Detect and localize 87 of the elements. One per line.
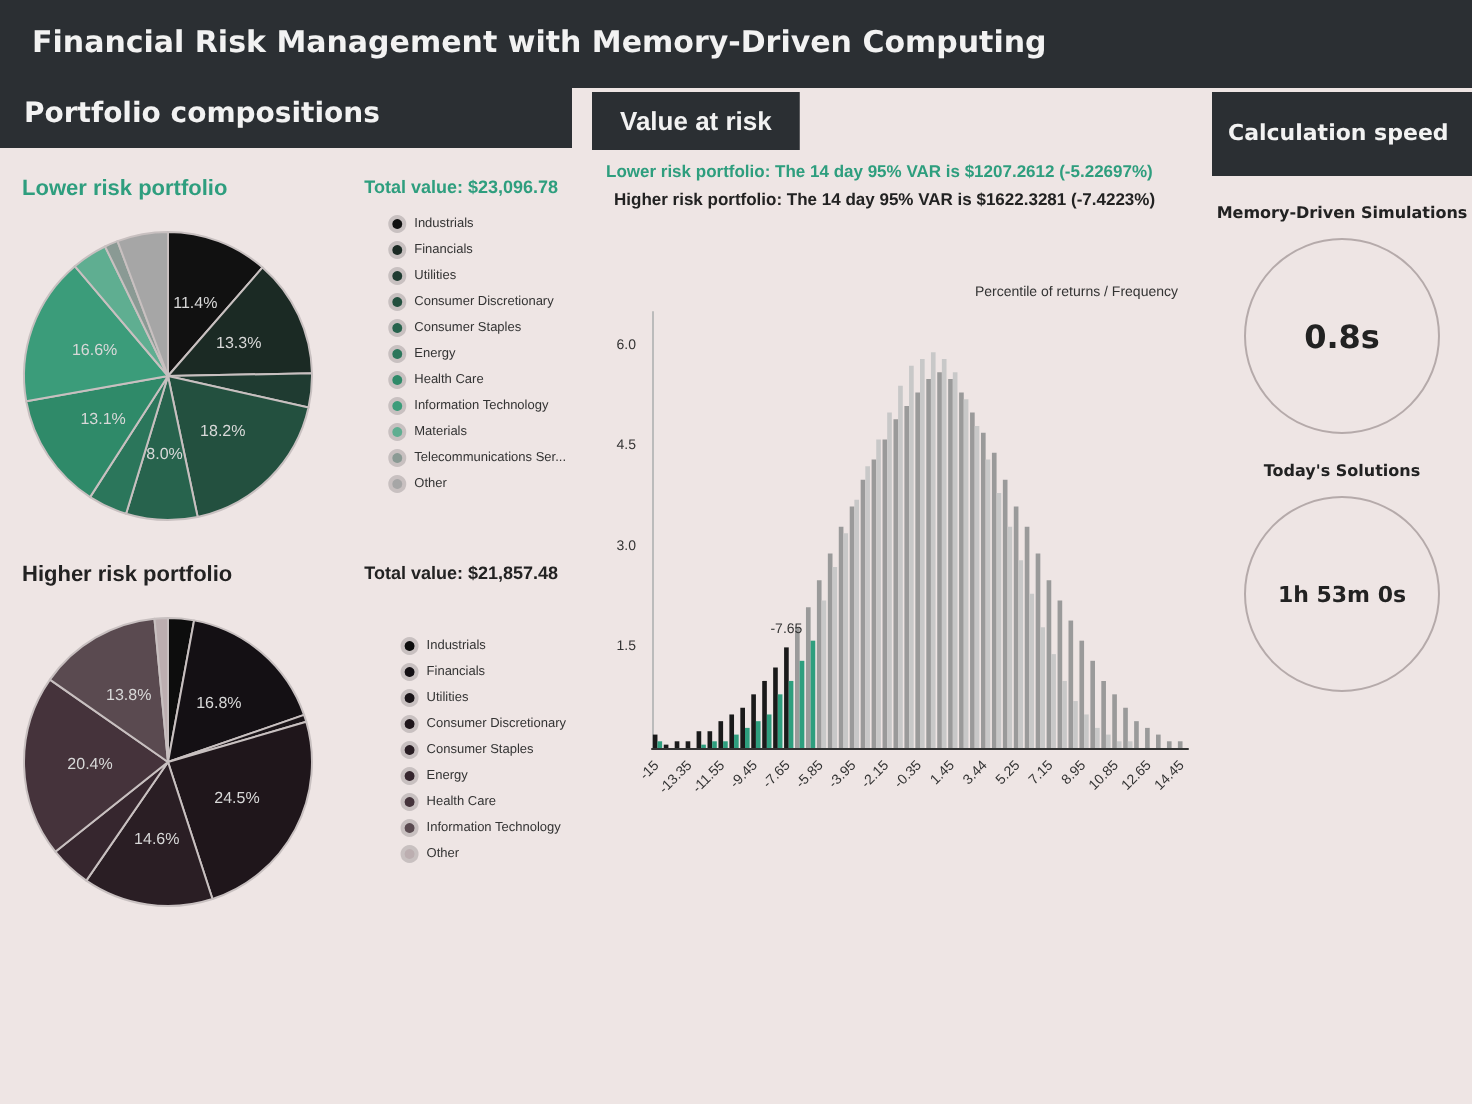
bar	[1040, 627, 1045, 748]
bar	[744, 727, 750, 748]
bar	[1145, 727, 1150, 748]
text: Total value: $23,096.78	[364, 177, 559, 197]
data-label: 13.8%	[106, 685, 152, 704]
bar	[718, 721, 724, 748]
bar	[959, 392, 964, 748]
bar	[766, 714, 772, 748]
bar	[1177, 741, 1183, 748]
bar	[729, 714, 735, 748]
data-label: 13.3%	[215, 334, 262, 353]
bar	[854, 499, 860, 748]
bar	[1095, 727, 1100, 748]
bar	[909, 365, 914, 748]
bar	[980, 432, 986, 748]
bar	[740, 707, 745, 748]
bar	[734, 734, 739, 748]
bar	[755, 721, 761, 748]
bar	[805, 607, 811, 748]
circle-outline: 1h 53m 0s	[1244, 496, 1440, 692]
bar	[937, 372, 942, 748]
bar	[948, 379, 953, 748]
data-label: 16.6%	[71, 340, 118, 359]
chart-title: Lower risk portfolio	[22, 177, 228, 201]
text: Calculation speed	[1212, 92, 1472, 176]
bar	[1084, 714, 1089, 748]
bar	[920, 358, 925, 748]
bar	[1112, 694, 1117, 748]
bar	[876, 439, 881, 748]
bar	[970, 412, 975, 748]
bar	[893, 419, 899, 748]
bar	[832, 566, 838, 748]
bar	[1079, 640, 1085, 748]
text: Portfolio compositions	[0, 88, 572, 148]
bar	[1116, 741, 1122, 748]
bar	[1029, 593, 1035, 748]
bar	[898, 385, 903, 748]
bar	[1127, 741, 1133, 748]
bar	[904, 405, 910, 748]
text: Higher risk portfolio: The 14 day 95% VAR is $1622.3281 (-7.4223%)	[614, 189, 1156, 209]
bar	[685, 741, 691, 748]
bar	[930, 352, 936, 748]
bar	[1062, 680, 1067, 748]
data-label: 24.5%	[214, 789, 260, 808]
bar	[723, 741, 728, 748]
bar	[1134, 721, 1139, 748]
bar	[1123, 707, 1128, 748]
bar	[1051, 654, 1056, 748]
bar	[762, 680, 767, 748]
bar	[915, 392, 920, 748]
bar	[1105, 734, 1111, 748]
data-label: 20.4%	[67, 755, 113, 774]
bar	[1090, 660, 1096, 748]
bar	[1002, 479, 1008, 748]
chart-subtitle: Lower risk portfolio: The 14 day 95% VAR is $1207.2612 (-5.22697%)	[606, 161, 1154, 181]
bar	[712, 741, 717, 748]
text: Memory-Driven Simulations	[1214, 204, 1470, 222]
bar	[887, 412, 892, 748]
data-label: 18.2%	[200, 422, 246, 441]
data-label: 14.6%	[134, 830, 180, 849]
chart-title: Value at risk	[620, 106, 774, 136]
data-label: 11.4%	[173, 293, 218, 312]
data-label: 13.1%	[80, 410, 126, 429]
text: Total value: $21,857.48	[364, 563, 559, 583]
bar	[657, 741, 663, 748]
bar	[784, 647, 789, 748]
circle-outline: 0.8s	[1244, 238, 1440, 434]
bar	[674, 741, 680, 748]
bar	[816, 580, 822, 748]
text: Today's Solutions	[1261, 462, 1423, 480]
bar	[1018, 560, 1024, 748]
data-label: 16.8%	[196, 693, 242, 712]
chart-title: Higher risk portfolio	[22, 563, 233, 587]
bar	[991, 452, 997, 748]
bar	[843, 533, 849, 748]
text: Financial Risk Management with Memory-Driven Computing	[0, 0, 1472, 88]
bar	[941, 358, 947, 748]
bar	[1101, 680, 1106, 748]
bar	[1156, 734, 1161, 748]
bar	[751, 694, 756, 748]
bar	[1166, 741, 1172, 748]
data-label: 8.0%	[146, 444, 183, 463]
bar	[773, 667, 778, 748]
bar	[1073, 701, 1078, 748]
bar	[1068, 620, 1074, 748]
bar	[926, 379, 931, 748]
bar	[865, 466, 870, 748]
